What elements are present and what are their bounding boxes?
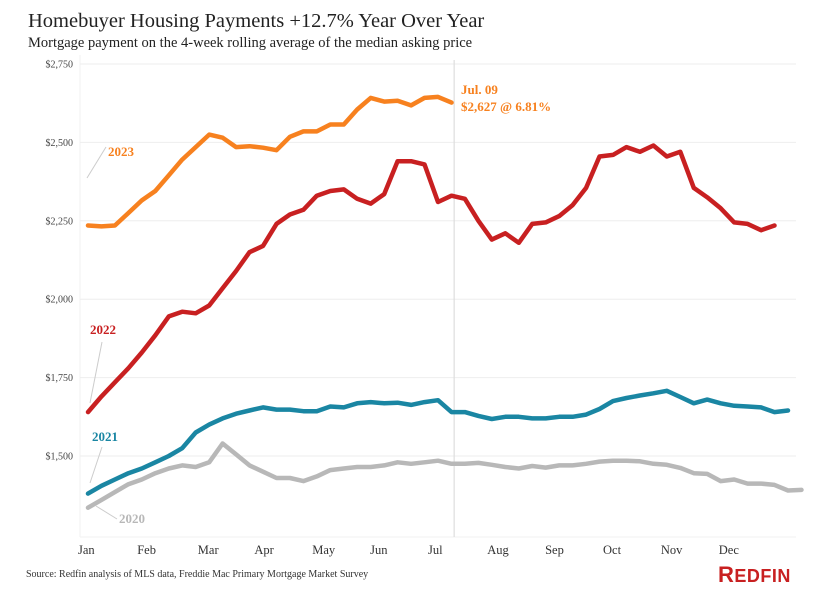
series-label-2020: 2020: [119, 511, 145, 526]
annotation-value: $2,627 @ 6.81%: [461, 99, 551, 114]
redfin-logo: REDFIN: [718, 562, 791, 588]
y-tick-label: $1,750: [46, 373, 74, 384]
x-tick-label: Sep: [545, 543, 564, 557]
leader-line-2023: [86, 146, 107, 179]
gridlines: [79, 55, 796, 538]
y-tick-label: $2,750: [46, 60, 74, 71]
x-tick-label: Apr: [254, 543, 274, 557]
series-line-2020: [85, 441, 804, 510]
x-axis-tick-labels: Jan Feb Mar Apr May Jun Jul Aug Sep Oct Nov Dec: [78, 543, 739, 557]
y-axis-tick-labels: $1,500 $1,750 $2,000 $2,250 $2,500 $2,750: [46, 60, 74, 463]
series-label-2021: 2021: [92, 429, 118, 444]
series-labels: 2020 2021 2022 2023: [86, 144, 145, 526]
y-tick-label: $2,000: [46, 295, 74, 306]
x-tick-label: Feb: [137, 543, 156, 557]
source-note: Source: Redfin analysis of MLS data, Fre…: [26, 569, 369, 580]
chart-title: Homebuyer Housing Payments +12.7% Year O…: [28, 10, 485, 32]
y-tick-label: $2,500: [46, 138, 74, 149]
x-tick-label: Nov: [661, 543, 683, 557]
y-tick-label: $1,500: [46, 452, 74, 463]
x-tick-label: Jun: [370, 543, 388, 557]
x-tick-label: Oct: [603, 543, 622, 557]
leader-line-2021: [89, 446, 103, 484]
x-tick-label: Mar: [198, 543, 220, 557]
series-line-2023: [85, 94, 454, 229]
chart-subtitle: Mortgage payment on the 4-week rolling a…: [28, 35, 473, 51]
annotation-date: Jul. 09: [461, 82, 498, 97]
x-tick-label: Jan: [78, 543, 95, 557]
x-tick-label: May: [312, 543, 336, 557]
series-label-2023: 2023: [108, 144, 135, 159]
annotation-group: Jul. 09 $2,627 @ 6.81%: [461, 82, 551, 114]
logo-rest: EDFIN: [734, 566, 791, 586]
y-tick-label: $2,250: [46, 216, 74, 227]
series-label-2022: 2022: [90, 322, 116, 337]
x-tick-label: Jul: [428, 543, 443, 557]
series-line-2021: [85, 388, 791, 496]
series-lines: [85, 94, 804, 510]
leader-line-2022: [89, 341, 103, 404]
x-tick-label: Aug: [487, 543, 509, 557]
leader-line-2020: [95, 505, 118, 520]
series-line-2022: [85, 143, 777, 415]
x-tick-label: Dec: [719, 543, 740, 557]
logo-first-letter: R: [718, 562, 735, 587]
